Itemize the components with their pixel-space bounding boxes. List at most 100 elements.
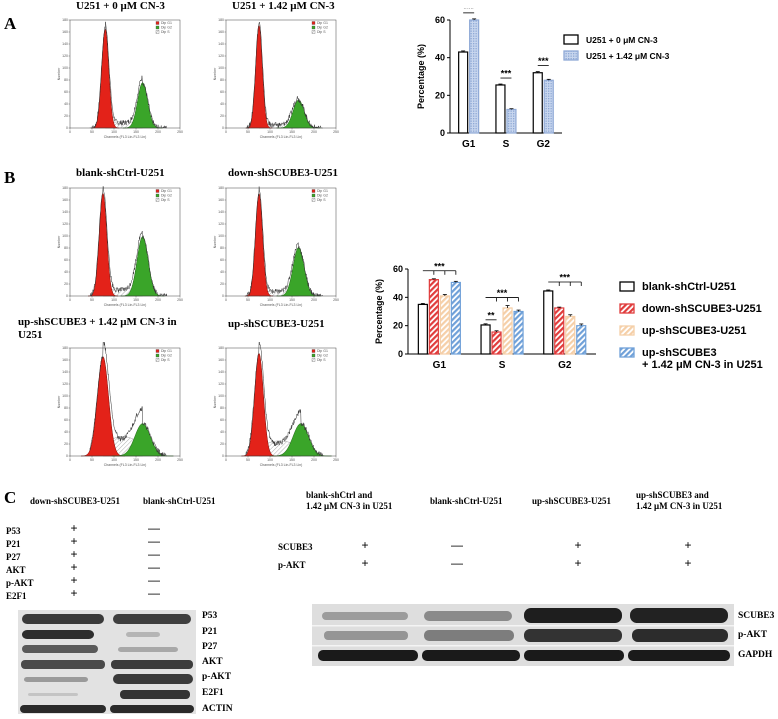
- bar-g1-series-1: [469, 19, 480, 134]
- band-p53-lane2: [113, 614, 191, 624]
- plot-frame: [225, 347, 337, 457]
- y-tick-label: 40: [393, 292, 403, 302]
- y-tick-label: 140: [218, 210, 224, 214]
- x-tick-label: 250: [177, 298, 183, 302]
- y-tick-label: 140: [62, 370, 68, 374]
- bar-chart-a: 0 20 40 60 Percentage (%) G1 S G2 *** *** *** U251 …: [416, 8, 670, 150]
- x-tick-label: 0: [69, 130, 71, 134]
- legend-label: Dip G2: [317, 354, 328, 358]
- legend-swatch: [311, 198, 316, 202]
- wb-left-row-label: P53: [6, 526, 21, 536]
- x-tick-label: 200: [155, 298, 161, 302]
- y-tick-label: 160: [218, 358, 224, 362]
- plot-frame: [69, 19, 181, 129]
- category-label-g2: G2: [558, 360, 572, 371]
- wb-left-blot-label: E2F1: [202, 688, 224, 698]
- sig-label: ***: [463, 8, 474, 13]
- wb-left-row-label: E2F1: [6, 591, 27, 601]
- wb-left-blot-label: P27: [202, 642, 218, 652]
- wb-left-mark-2: —: [148, 586, 160, 600]
- wb-right-blot-label: SCUBE3: [738, 611, 775, 621]
- y-axis-label: Number: [213, 395, 217, 408]
- legend-label: Dip S: [161, 358, 170, 362]
- legend-swatch: [155, 21, 160, 25]
- wb-right-mark-4: +: [684, 538, 692, 552]
- flow-title-b2: down-shSCUBE3-U251: [228, 167, 339, 179]
- wb-left-mark-1: +: [70, 547, 78, 561]
- histogram-outline: [89, 186, 168, 297]
- wb-left-header-1: down-shSCUBE3-U251: [30, 496, 121, 506]
- wb-left-mark-2: —: [148, 534, 160, 548]
- legend-swatch: [311, 193, 316, 198]
- legend-label-2: up-shSCUBE3-U251: [642, 325, 747, 337]
- legend-label: Dip G1: [161, 189, 172, 193]
- band-p21-lane1: [22, 630, 94, 639]
- y-tick-label: 40: [435, 53, 445, 63]
- wb-right-header-4: up-shSCUBE3 and 1.42 μM CN-3 in U251: [636, 490, 723, 511]
- x-tick-label: 150: [289, 130, 295, 134]
- y-tick-label: 80: [220, 406, 224, 410]
- histogram-outline: [245, 342, 324, 457]
- band-scube3-lane4: [630, 608, 728, 623]
- g1-peak: [244, 193, 274, 297]
- y-tick-label: 60: [435, 15, 445, 25]
- legend-swatch-3: [619, 347, 635, 358]
- y-axis-label: Number: [57, 67, 61, 80]
- y-tick-label: 160: [62, 198, 68, 202]
- sig-label: ***: [501, 69, 512, 79]
- wb-right-mark-2: —: [451, 538, 463, 552]
- x-tick-label: 250: [333, 298, 339, 302]
- bar-s-series-2: [502, 307, 513, 355]
- category-label-g1: G1: [433, 360, 447, 371]
- bar-s-series-1: [491, 331, 502, 355]
- bar-g2-series-3: [576, 325, 587, 355]
- x-tick-label: 0: [225, 458, 227, 462]
- y-tick-label: 80: [64, 246, 68, 250]
- legend-label: Dip G2: [317, 26, 328, 30]
- band-gapdh-lane1: [318, 650, 418, 661]
- wb-left-mark-2: —: [148, 521, 160, 535]
- y-tick-label: 40: [64, 430, 68, 434]
- y-tick-label: 120: [62, 382, 68, 386]
- legend-label-1: U251 + 1.42 μM CN-3: [586, 51, 670, 61]
- y-tick-label: 20: [64, 282, 68, 286]
- x-tick-label: 150: [289, 298, 295, 302]
- flow-title-b4: up-shSCUBE3-U251: [228, 318, 325, 330]
- x-tick-label: 0: [69, 458, 71, 462]
- x-tick-label: 100: [267, 298, 273, 302]
- y-tick-label: 180: [218, 18, 224, 22]
- bar-s-series-1: [506, 108, 517, 134]
- bar-s-series-0: [495, 84, 506, 134]
- band-gapdh-lane3: [524, 650, 624, 661]
- band-pakt-lane1: [24, 677, 88, 682]
- band-p53-lane1: [22, 614, 104, 624]
- legend-swatch: [311, 189, 316, 193]
- wb-right-mark-1: +: [361, 538, 369, 552]
- y-tick-label: 20: [393, 321, 403, 331]
- wb-right-row-label: p-AKT: [278, 560, 306, 570]
- category-label-g2: G2: [537, 139, 551, 150]
- x-tick-label: 150: [133, 130, 139, 134]
- wb-right-row-label: SCUBE3: [278, 542, 313, 552]
- x-tick-label: 50: [246, 298, 250, 302]
- wb-left-blot-label: P21: [202, 627, 218, 637]
- y-tick-label: 100: [62, 234, 68, 238]
- wb-left-blot-label: ACTIN: [202, 704, 233, 714]
- y-tick-label: 20: [220, 282, 224, 286]
- y-tick-label: 180: [218, 186, 224, 190]
- band-scube3-lane2: [424, 611, 512, 621]
- legend-swatch-0: [619, 281, 635, 292]
- legend-label: Dip S: [161, 198, 170, 202]
- flow-histogram-a2: 0 50 100 150 200 250 0 20 40 60 80 100 120 140 160 180 C…: [213, 18, 339, 139]
- g2-peak: [276, 247, 321, 297]
- y-tick-label: 100: [62, 66, 68, 70]
- y-tick-label: 0: [440, 128, 445, 138]
- x-tick-label: 200: [311, 130, 317, 134]
- category-label-g1: G1: [462, 139, 476, 150]
- band-pakt-r-lane4: [632, 629, 728, 642]
- wb-left-blot-label: AKT: [202, 657, 223, 667]
- legend-label: Dip S: [161, 30, 170, 34]
- legend-label: Dip G2: [317, 194, 328, 198]
- y-tick-label: 0: [398, 349, 403, 359]
- wb-right-mark-3: +: [574, 556, 582, 570]
